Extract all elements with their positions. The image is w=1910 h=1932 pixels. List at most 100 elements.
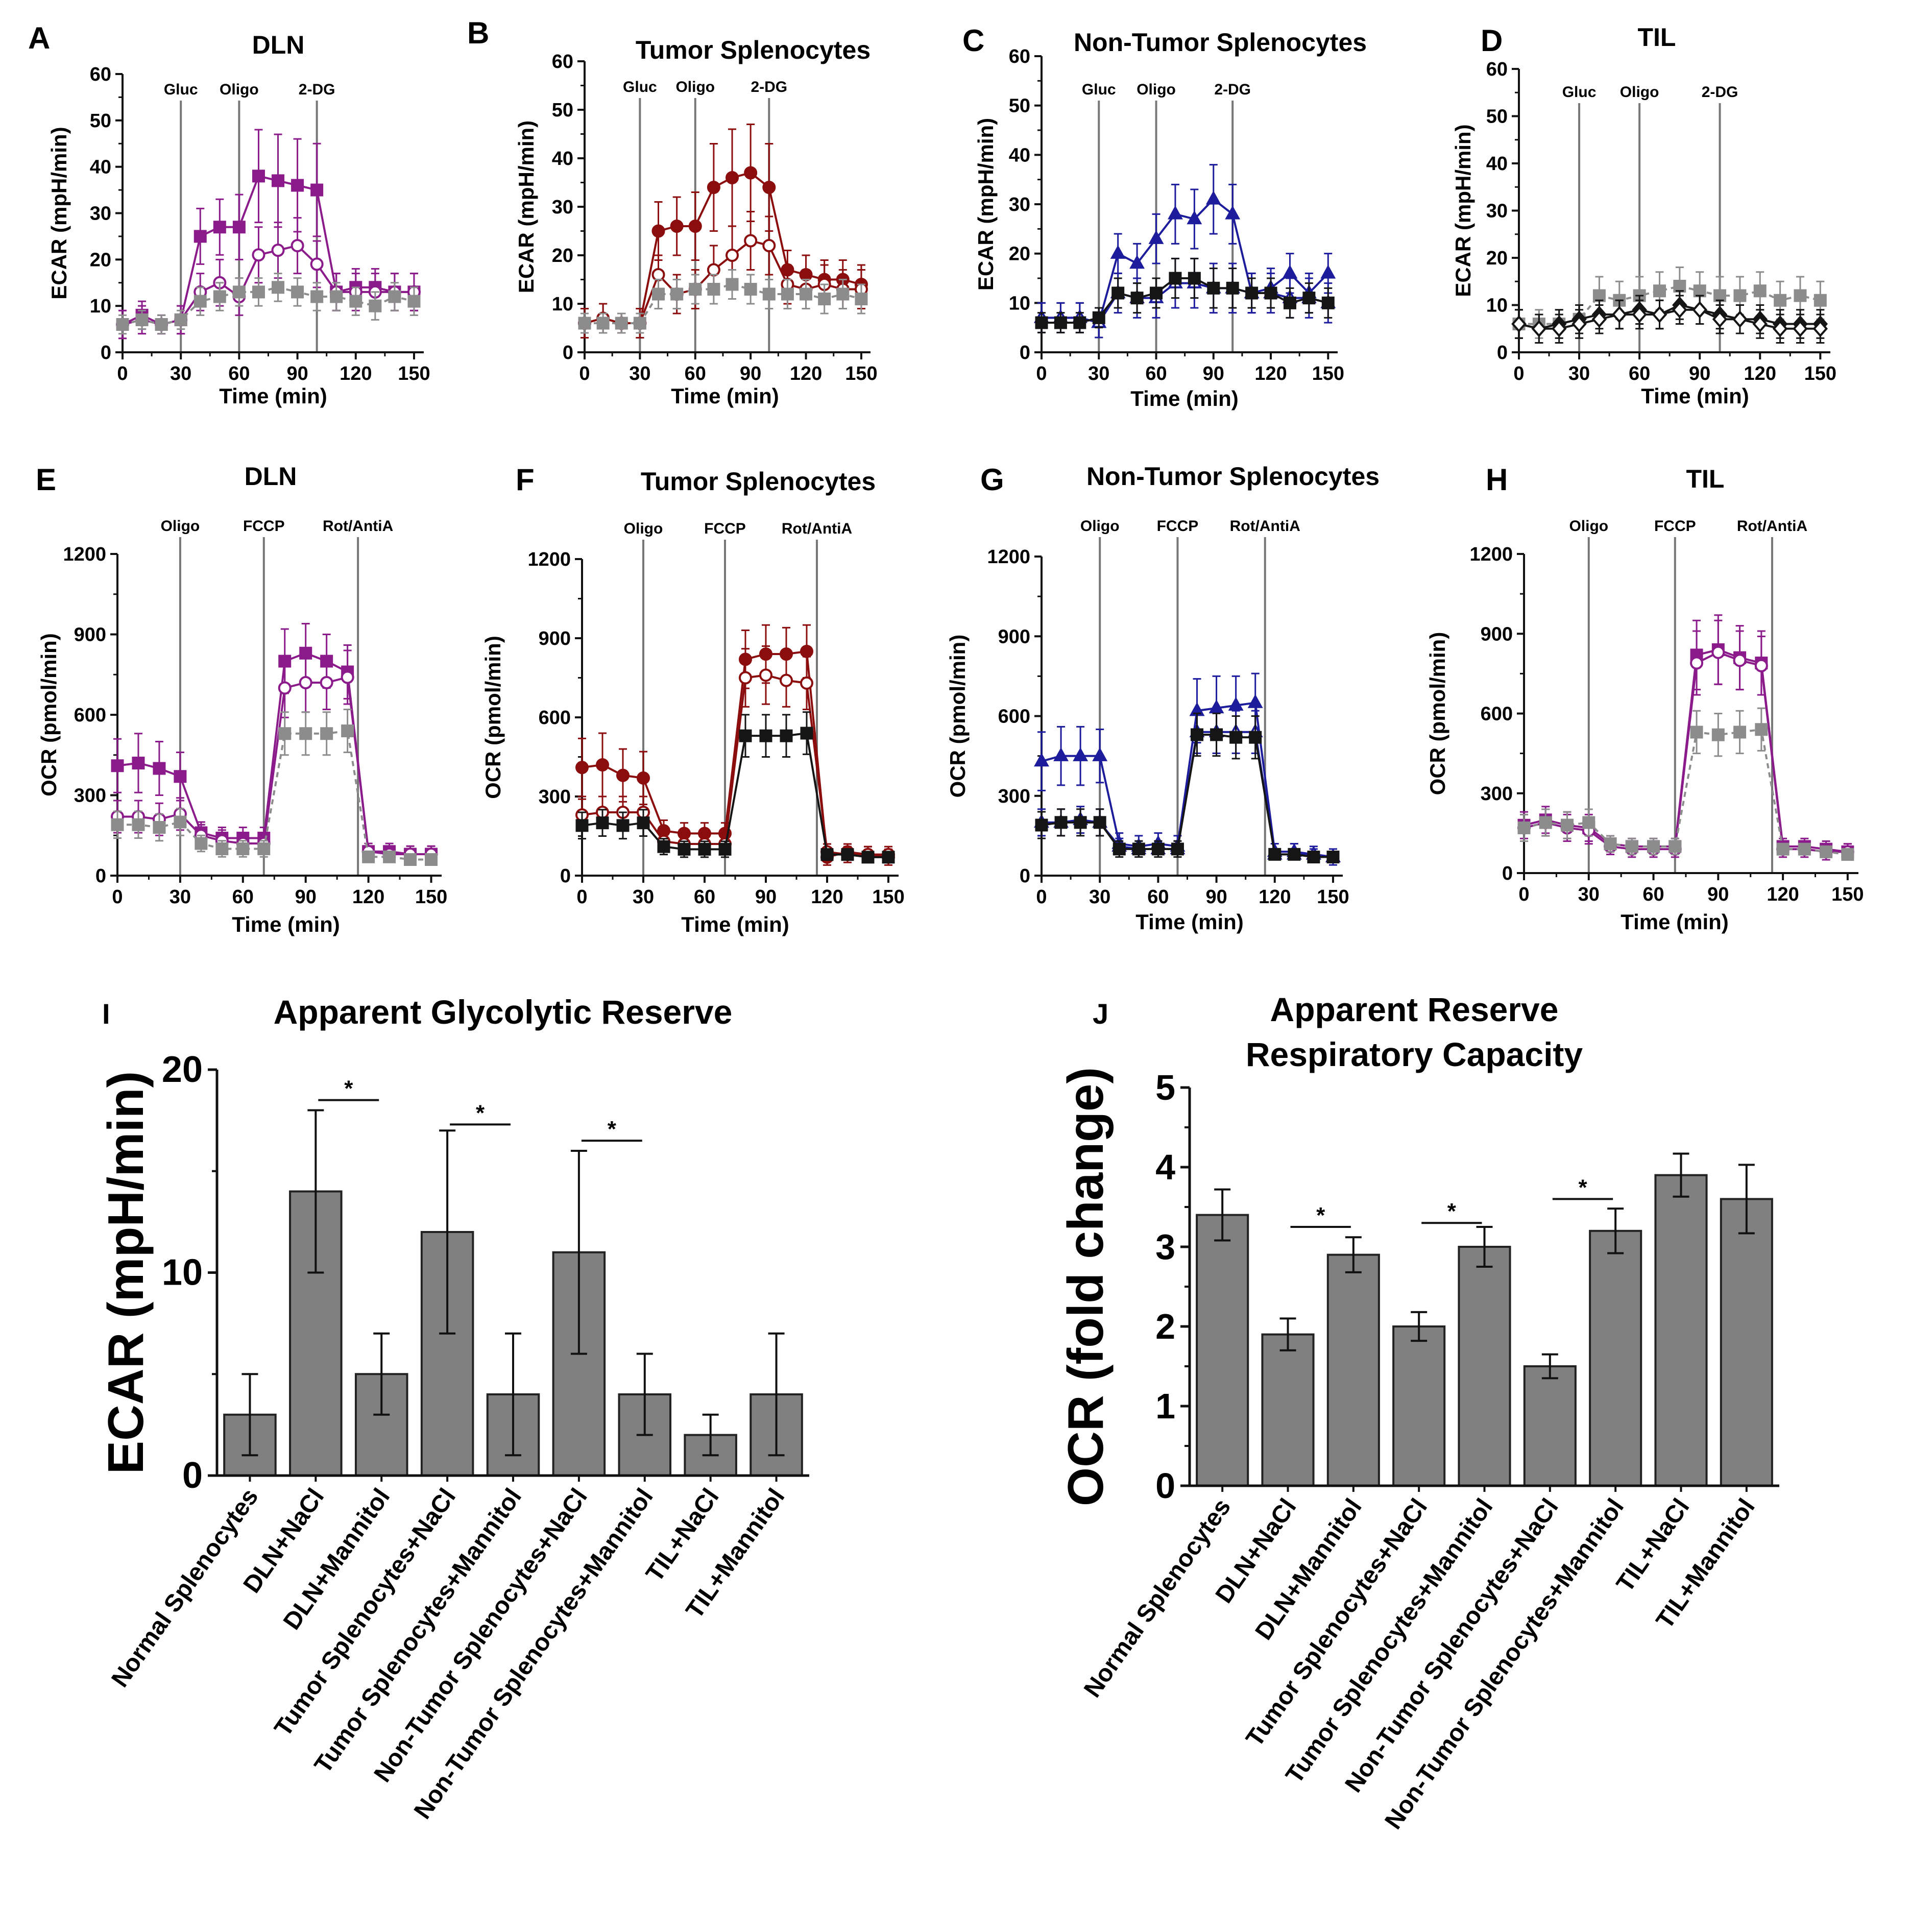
y-tick-label: 20 [90, 249, 111, 271]
y-tick-label: 300 [539, 786, 571, 808]
data-point [596, 758, 609, 771]
injection-label: FCCP [243, 518, 285, 535]
data-point [213, 221, 226, 234]
data-point [111, 818, 124, 831]
injection-label: 2-DG [1214, 81, 1251, 98]
bar [1523, 1365, 1577, 1487]
category-label: Non-Tumor Splenocytes+Mannitol [409, 1484, 659, 1824]
data-point [1776, 842, 1790, 856]
panel-E: E DLN Oligo FCCP Rot/AntiA 0 300 600 900 1200 0 30 6… [36, 462, 447, 936]
data-point [744, 234, 758, 248]
panel-label: J [1093, 998, 1108, 1030]
panel-label: C [962, 23, 984, 58]
panel-J: J Apparent Reserve Respiratory Capacity 0 1 2… [1057, 991, 1779, 1834]
series-line [1524, 651, 1848, 853]
bar [1654, 1174, 1708, 1487]
series-normal [578, 269, 868, 334]
y-tick-label: 50 [1486, 106, 1508, 128]
panel-A: A DLN Gluc Oligo 2-DG 0 10 20 30 40 50 60 0 30 60 90 120… [28, 21, 430, 408]
data-point [1733, 726, 1747, 739]
injection-label: Rot/AntiA [782, 520, 852, 537]
data-point [762, 239, 776, 252]
data-point [1652, 306, 1667, 323]
data-point [215, 842, 229, 855]
y-tick-label: 50 [90, 110, 111, 132]
data-point [739, 671, 752, 685]
y-tick-label: 1200 [63, 544, 106, 565]
x-tick-label: 30 [629, 363, 650, 384]
y-tick-label: 300 [998, 786, 1030, 807]
y-tick-label: 30 [90, 203, 111, 225]
y-tick-label: 0 [1497, 342, 1508, 364]
data-point [1794, 289, 1807, 302]
panel-D: D TIL Gluc Oligo 2-DG 0 10 20 30 40 50 60 0 30 60 90 120… [1451, 23, 1836, 408]
data-point [330, 290, 343, 303]
data-point [1188, 272, 1201, 285]
y-tick-label: 4 [1155, 1147, 1175, 1187]
x-tick-label: 0 [112, 886, 123, 908]
data-point [633, 317, 646, 330]
data-point [1752, 315, 1768, 333]
data-point [575, 761, 589, 775]
x-tick-label: 90 [740, 363, 761, 384]
x-tick-label: 120 [790, 363, 822, 384]
y-tick-label: 0 [563, 342, 573, 364]
data-point [1249, 731, 1262, 744]
data-point [213, 290, 226, 303]
panel-G: G Non-Tumor Splenocytes Oligo FCCP Rot/AntiA… [946, 462, 1380, 934]
data-point [759, 729, 772, 742]
x-axis-label: Time (min) [671, 384, 779, 408]
data-point [781, 287, 794, 301]
data-point [800, 727, 813, 740]
data-point [615, 317, 628, 330]
data-point [320, 727, 333, 740]
category-label: Non-Tumor Splenocytes+Mannitol [1380, 1494, 1629, 1834]
y-tick-label: 0 [101, 342, 111, 364]
bar [1261, 1333, 1315, 1487]
data-point [1692, 301, 1707, 319]
injection-label: Oligo [1569, 518, 1608, 535]
data-point [1228, 696, 1244, 711]
series-mannitol [1511, 295, 1828, 344]
chart-title: Tumor Splenocytes [636, 36, 871, 64]
series-line [1042, 277, 1328, 324]
injection-label: Gluc [1082, 81, 1116, 98]
y-tick-label: 900 [998, 626, 1030, 647]
significance-star: * [344, 1076, 353, 1101]
data-point [596, 816, 609, 830]
series-line [117, 675, 431, 855]
y-tick-label: 900 [539, 628, 571, 649]
panel-label: A [28, 21, 50, 55]
injection-label: FCCP [704, 520, 746, 537]
x-tick-label: 150 [1831, 884, 1864, 905]
data-point [762, 287, 776, 301]
x-tick-label: 60 [1145, 363, 1167, 384]
injection-label: 2-DG [1702, 84, 1738, 101]
data-point [153, 821, 166, 834]
data-point [155, 318, 168, 331]
x-tick-label: 60 [1147, 886, 1169, 908]
y-tick-label: 20 [552, 245, 573, 267]
y-tick-label: 900 [74, 624, 106, 646]
data-point [1132, 842, 1145, 856]
data-point [291, 285, 304, 299]
y-tick-label: 40 [1009, 144, 1030, 166]
data-point [1225, 205, 1241, 220]
data-point [1582, 816, 1595, 829]
x-tick-label: 0 [1036, 363, 1047, 384]
y-axis-label: OCR (fold change) [1057, 1067, 1114, 1506]
data-point [1226, 281, 1239, 295]
data-point [1561, 818, 1574, 832]
data-point [1612, 306, 1627, 323]
x-tick-label: 30 [170, 363, 191, 384]
bar [289, 1190, 343, 1477]
data-point [1798, 842, 1811, 856]
data-point [320, 676, 333, 689]
injection-label: 2-DG [751, 79, 787, 95]
data-point [195, 837, 208, 850]
data-point [575, 819, 589, 832]
data-point [861, 851, 875, 864]
data-point [310, 290, 324, 303]
y-axis-label: ECAR (mpH/min) [98, 1071, 154, 1474]
